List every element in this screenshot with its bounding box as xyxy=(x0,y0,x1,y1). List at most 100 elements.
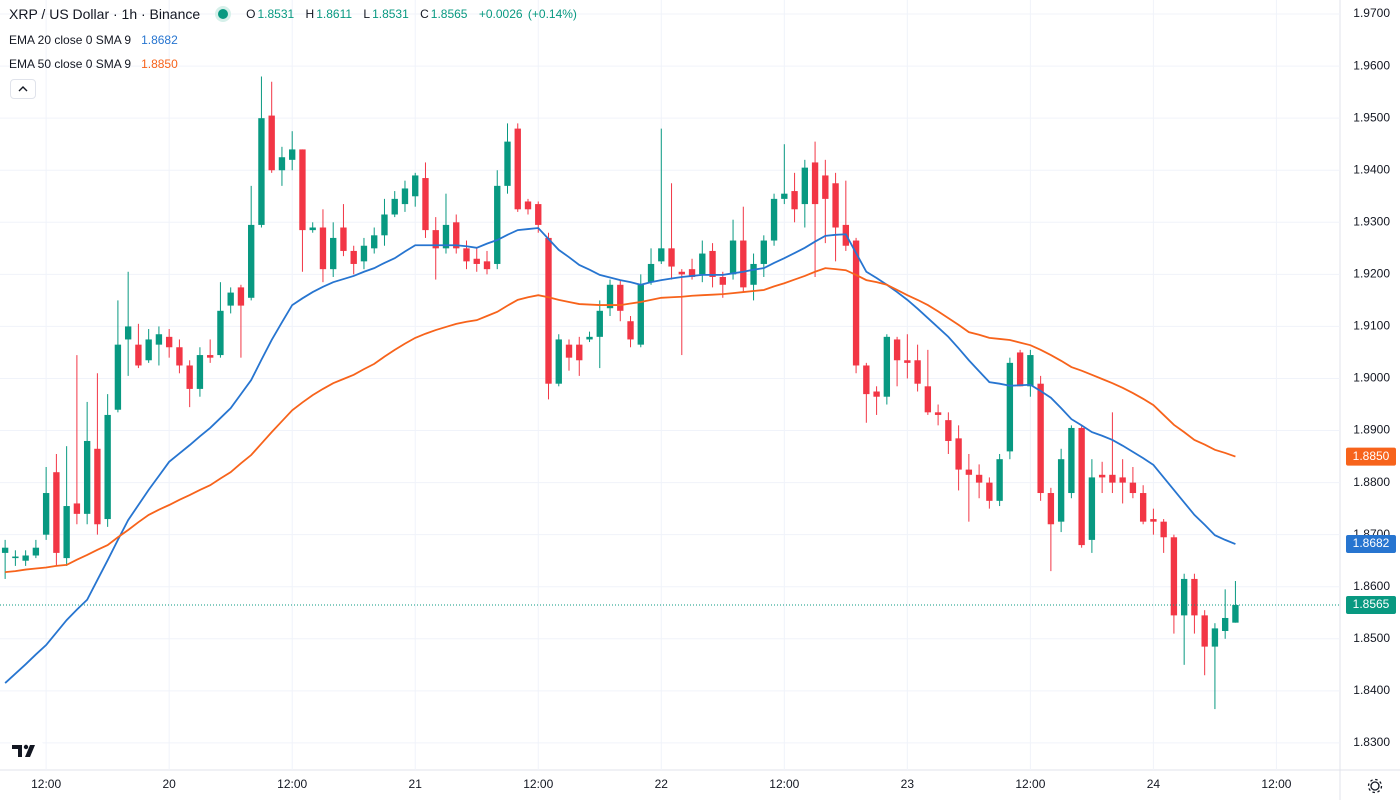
collapse-button[interactable] xyxy=(10,79,36,99)
x-tick-label: 12:00 xyxy=(1015,777,1045,791)
x-tick-label: 20 xyxy=(162,777,176,791)
candle-body xyxy=(299,149,306,231)
candle-body xyxy=(319,227,327,270)
candle-body xyxy=(1150,519,1157,522)
candle-body xyxy=(473,258,480,264)
indicator-legend[interactable]: EMA 50 close 0 SMA 9 1.8850 xyxy=(9,57,178,71)
candle-body xyxy=(535,204,542,225)
ohlc-value: 1.8531 xyxy=(257,7,295,21)
candle-body xyxy=(206,355,214,358)
ohlc-value: 1.8611 xyxy=(316,7,353,21)
candle-body xyxy=(186,365,193,389)
candle-body xyxy=(453,222,460,249)
price-tag: 1.8682 xyxy=(1346,535,1396,554)
candle-body xyxy=(83,440,91,514)
candle-body xyxy=(1129,482,1137,494)
candle-body xyxy=(606,284,614,309)
candle-body xyxy=(1119,477,1126,483)
candle-body xyxy=(124,326,132,340)
candle-body xyxy=(647,263,655,283)
candle-body xyxy=(381,214,388,236)
ohlc-label: C xyxy=(420,7,429,21)
candle-body xyxy=(1027,355,1034,387)
candle-body xyxy=(617,284,624,311)
candle-body xyxy=(1221,617,1229,631)
header: XRP / US Dollar · 1h · Binance O 1.8531 H… xyxy=(9,6,579,22)
candle-body xyxy=(852,240,860,366)
price-tag: 1.8850 xyxy=(1346,447,1396,466)
candle-body xyxy=(514,128,521,210)
indicator-name: EMA 20 close 0 SMA 9 xyxy=(9,33,132,47)
y-tick-label: 1.8900 xyxy=(1353,423,1390,437)
symbol-title: XRP / US Dollar · 1h · Binance xyxy=(9,6,201,22)
candle-body xyxy=(12,556,19,559)
candle-body xyxy=(637,284,644,345)
x-tick-label: 12:00 xyxy=(769,777,799,791)
candle-body xyxy=(53,472,60,553)
candle-body xyxy=(1180,578,1188,616)
candle-body xyxy=(668,248,675,267)
candle-body xyxy=(217,310,224,356)
candle-body xyxy=(63,506,70,559)
x-tick-label: 24 xyxy=(1147,777,1161,791)
candle-body xyxy=(176,347,183,366)
x-tick-label: 21 xyxy=(409,777,423,791)
candle-body xyxy=(135,344,142,366)
candle-body xyxy=(237,287,245,306)
candle-body xyxy=(770,198,778,241)
candle-body xyxy=(155,334,163,345)
y-tick-label: 1.8600 xyxy=(1353,579,1390,593)
x-tick-label: 12:00 xyxy=(523,777,553,791)
candle-body xyxy=(94,448,101,525)
candle-body xyxy=(750,263,757,285)
y-tick-label: 1.9600 xyxy=(1353,58,1390,72)
candle-body xyxy=(340,227,347,251)
y-tick-label: 1.8300 xyxy=(1353,735,1390,749)
candle-body xyxy=(965,469,973,475)
price-tag-label: 1.8565 xyxy=(1353,597,1390,611)
candle-body xyxy=(442,224,450,249)
candle-body xyxy=(1160,521,1167,538)
candle-body xyxy=(688,269,696,277)
candle-body xyxy=(781,193,788,199)
candle-body xyxy=(924,386,932,413)
candle-body xyxy=(524,201,532,210)
candle-body xyxy=(360,245,368,262)
candle-body xyxy=(463,248,470,262)
candle-body xyxy=(863,365,870,395)
candle-body xyxy=(22,555,29,561)
candle-body xyxy=(893,339,901,361)
candle-body xyxy=(494,185,501,264)
x-tick-label: 22 xyxy=(655,777,669,791)
candle-body xyxy=(1088,477,1096,540)
price-tag-label: 1.8850 xyxy=(1353,449,1390,463)
candle-body xyxy=(227,292,234,306)
candle-body xyxy=(822,175,829,199)
indicator-legend[interactable]: EMA 20 close 0 SMA 9 1.8682 xyxy=(9,33,178,47)
candle-body xyxy=(801,167,808,205)
change-percent: (+0.14%) xyxy=(527,7,577,21)
y-tick-label: 1.9100 xyxy=(1353,319,1390,333)
y-tick-label: 1.8800 xyxy=(1353,475,1390,489)
candle-body xyxy=(760,240,767,264)
candle-body xyxy=(1016,352,1024,387)
candle-body xyxy=(432,230,439,249)
candle-body xyxy=(1201,615,1208,647)
candle-body xyxy=(1006,362,1014,452)
candle-body xyxy=(1211,628,1219,647)
settings-button[interactable] xyxy=(1366,777,1384,795)
candle-body xyxy=(729,240,737,275)
ohlc-readout: O 1.8531 H 1.8611 L 1.8531 C 1.8565 +0.0026 … xyxy=(246,7,579,21)
candle-body xyxy=(391,198,398,215)
candle-body xyxy=(1057,459,1065,522)
candle-body xyxy=(975,474,983,483)
y-tick-label: 1.8500 xyxy=(1353,631,1390,645)
y-tick-label: 1.9700 xyxy=(1353,6,1390,20)
candle-body xyxy=(914,360,921,384)
candle-body xyxy=(555,339,562,384)
candle-body xyxy=(791,191,798,210)
candle-body xyxy=(1170,537,1178,616)
candle-body xyxy=(986,482,993,501)
candle-body xyxy=(42,493,50,535)
candle-body xyxy=(873,391,880,397)
